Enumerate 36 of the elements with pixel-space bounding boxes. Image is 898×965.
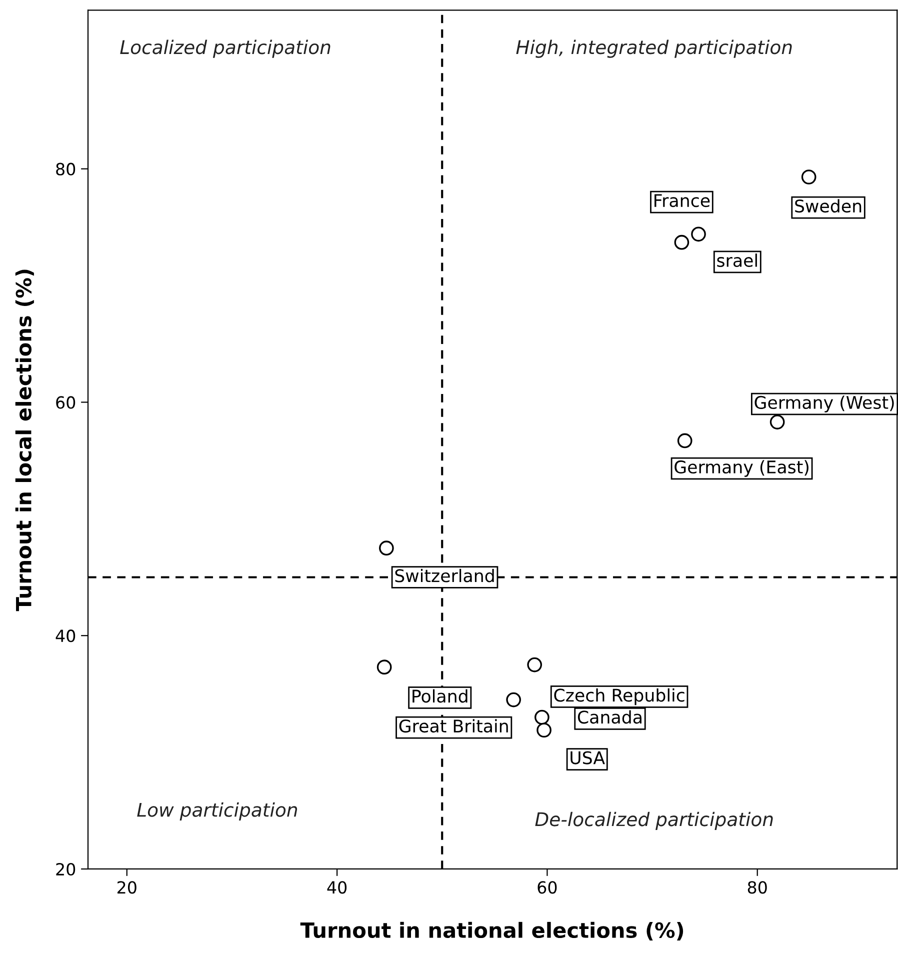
data-label: USA (570, 751, 605, 764)
data-label: Germany (West) (754, 396, 894, 412)
annotation: Low participation (137, 802, 298, 821)
x-tick-label: 60 (538, 881, 557, 894)
point (376, 660, 392, 675)
y-tick-label: 60 (56, 396, 76, 409)
x-tick-label: 40 (327, 881, 347, 894)
y-tick-label: 40 (56, 630, 76, 642)
data-label: srael (717, 254, 757, 267)
data-label: France (654, 194, 710, 208)
annotation: High, integrated participation (516, 40, 792, 58)
point (536, 722, 552, 738)
data-label: Germany (East) (674, 460, 808, 477)
point (379, 540, 394, 556)
data-label: Sweden (795, 199, 862, 213)
data-label: Poland (412, 689, 468, 703)
point (506, 692, 521, 708)
point (677, 433, 692, 448)
annotation: De-localized participation (535, 812, 773, 830)
x-axis-title: Turnout in national elections (%) (300, 922, 684, 940)
y-tick-label: 20 (56, 862, 76, 876)
point (534, 710, 550, 725)
point (801, 170, 816, 184)
data-label: Czech Republic (554, 688, 684, 706)
x-tick-label: 80 (748, 881, 767, 894)
x-tick-label: 20 (118, 881, 136, 894)
point (691, 226, 706, 242)
annotation: Localized participation (120, 40, 330, 58)
y-tick-label: 80 (56, 162, 76, 176)
point (770, 414, 785, 430)
data-label: Great Britain (399, 719, 508, 733)
y-axis-title: Turnout in local elections (%) (15, 270, 34, 612)
point (674, 234, 690, 250)
point (527, 657, 542, 672)
data-label: Switzerland (395, 568, 494, 582)
data-label: Canada (578, 710, 642, 724)
